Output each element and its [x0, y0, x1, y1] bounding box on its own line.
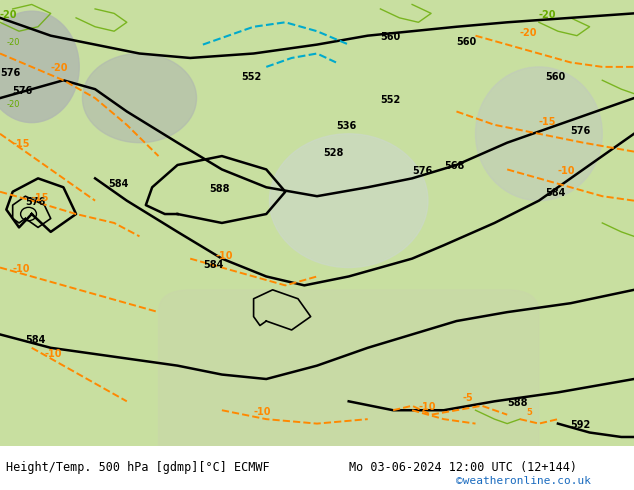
FancyBboxPatch shape: [158, 290, 539, 468]
Text: 5: 5: [526, 408, 532, 416]
Ellipse shape: [269, 134, 428, 268]
Text: 568: 568: [444, 161, 464, 172]
Text: -10: -10: [44, 349, 62, 359]
Text: 576: 576: [13, 86, 33, 96]
Text: -20: -20: [51, 63, 68, 74]
Text: -10: -10: [13, 264, 30, 274]
Text: 560: 560: [456, 37, 477, 47]
Text: 584: 584: [203, 260, 223, 270]
Ellipse shape: [476, 67, 602, 201]
Text: -10: -10: [558, 166, 576, 176]
Text: 576: 576: [571, 126, 591, 136]
Text: -20: -20: [520, 27, 538, 38]
Text: 576: 576: [25, 197, 46, 207]
Text: 592: 592: [571, 420, 591, 430]
Text: 560: 560: [380, 32, 401, 42]
Text: 552: 552: [380, 95, 401, 104]
Ellipse shape: [0, 11, 79, 122]
Text: -10: -10: [216, 250, 233, 261]
Ellipse shape: [82, 53, 197, 143]
Text: Mo 03-06-2024 12:00 UTC (12+144): Mo 03-06-2024 12:00 UTC (12+144): [349, 462, 577, 474]
Text: 560: 560: [545, 72, 566, 82]
Text: -15: -15: [13, 139, 30, 149]
Text: 584: 584: [25, 335, 46, 345]
Text: 576: 576: [412, 166, 432, 176]
Text: -10: -10: [418, 402, 436, 412]
Text: 584: 584: [545, 188, 566, 198]
Text: -20: -20: [6, 38, 20, 47]
Text: 584: 584: [108, 179, 128, 189]
Text: 588: 588: [507, 398, 527, 408]
Text: -15: -15: [539, 117, 557, 127]
Text: 576: 576: [0, 68, 20, 78]
Text: Height/Temp. 500 hPa [gdmp][°C] ECMWF: Height/Temp. 500 hPa [gdmp][°C] ECMWF: [6, 462, 270, 474]
Text: 588: 588: [209, 184, 230, 194]
Text: -20: -20: [0, 10, 18, 20]
Text: ©weatheronline.co.uk: ©weatheronline.co.uk: [456, 476, 592, 486]
Text: 536: 536: [336, 122, 356, 131]
Text: -20: -20: [539, 10, 557, 20]
Text: -20: -20: [6, 100, 20, 109]
Text: 528: 528: [323, 148, 344, 158]
Text: -10: -10: [254, 407, 271, 416]
Text: 552: 552: [241, 72, 261, 82]
Text: -5: -5: [463, 393, 474, 403]
Text: -15: -15: [32, 193, 49, 203]
